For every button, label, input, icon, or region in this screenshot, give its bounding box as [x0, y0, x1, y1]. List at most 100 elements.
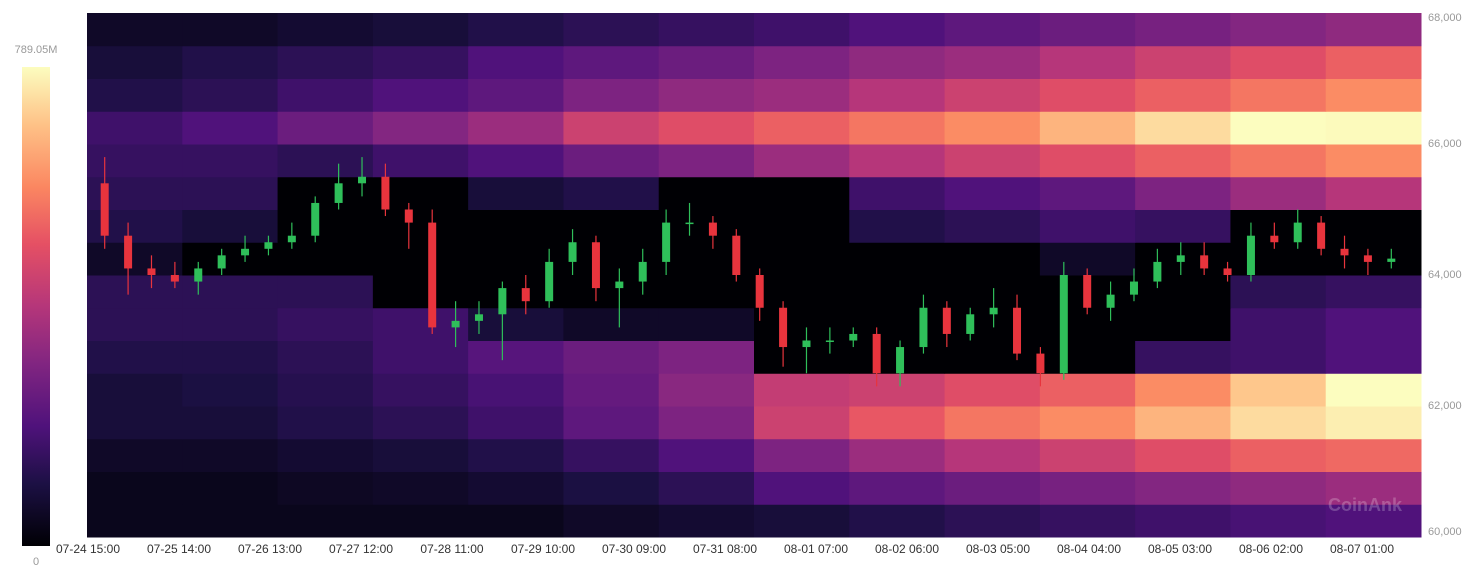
heat-cell — [182, 373, 279, 407]
heat-cell — [182, 13, 279, 47]
heat-cell — [754, 78, 850, 112]
heat-cell — [87, 45, 183, 79]
heat-cell — [1325, 242, 1422, 276]
heat-cell — [754, 438, 850, 472]
candle-body — [147, 268, 156, 275]
candle-body — [919, 307, 928, 348]
heat-cell — [87, 340, 183, 374]
y-tick-label: 64,000 — [1428, 269, 1462, 281]
heat-cell — [277, 340, 374, 374]
heat-cell — [658, 45, 755, 79]
heat-cell — [754, 45, 850, 79]
heat-cell — [1230, 13, 1327, 47]
candle-body — [194, 268, 203, 282]
heat-cell — [277, 78, 374, 112]
heat-cell — [944, 176, 1041, 210]
heat-cell — [372, 144, 469, 178]
heat-cell — [1039, 209, 1136, 243]
heat-cell — [754, 307, 850, 341]
heat-cell — [468, 471, 564, 505]
heat-cell — [1135, 307, 1231, 341]
candle-body — [311, 202, 320, 236]
heat-cell — [1325, 111, 1422, 145]
heat-cell — [849, 176, 946, 210]
heat-cell — [849, 471, 946, 505]
heat-cell — [658, 438, 755, 472]
heat-cell — [1325, 275, 1422, 309]
heat-cell — [849, 307, 946, 341]
heat-cell — [1230, 307, 1327, 341]
heat-cell — [1039, 176, 1136, 210]
candle-body — [1129, 281, 1138, 295]
heat-cell — [87, 13, 183, 47]
heat-cell — [468, 45, 564, 79]
heat-cell — [1230, 504, 1327, 538]
candle-body — [591, 242, 600, 289]
heat-cell — [1039, 340, 1136, 374]
heat-cell — [944, 438, 1041, 472]
heatmap — [87, 13, 1422, 538]
heat-cell — [1230, 373, 1327, 407]
heat-cell — [849, 373, 946, 407]
heat-cell — [1135, 209, 1231, 243]
heat-cell — [468, 504, 564, 538]
heat-cell — [468, 111, 564, 145]
heat-cell — [849, 406, 946, 440]
heat-cell — [658, 307, 755, 341]
candle-body — [1013, 307, 1022, 354]
heat-cell — [1230, 176, 1327, 210]
heat-cell — [563, 176, 660, 210]
candle-body — [1036, 353, 1045, 374]
heat-cell — [563, 438, 660, 472]
heat-cell — [277, 242, 374, 276]
candle-body — [287, 235, 296, 243]
heat-cell — [754, 504, 850, 538]
candle-body — [358, 176, 367, 184]
heat-cell — [372, 45, 469, 79]
candle-body — [638, 261, 647, 282]
heat-cell — [468, 144, 564, 178]
heat-cell — [658, 340, 755, 374]
candle-body — [124, 235, 133, 269]
x-tick-label: 07-28 11:00 — [420, 542, 483, 556]
x-tick-label: 07-29 10:00 — [511, 542, 575, 556]
x-tick-label: 08-03 05:00 — [966, 542, 1030, 556]
heat-cell — [849, 13, 946, 47]
heat-cell — [658, 504, 755, 538]
heat-cell — [1039, 13, 1136, 47]
heat-cell — [849, 242, 946, 276]
heat-cell — [754, 275, 850, 309]
heat-cell — [1325, 471, 1422, 505]
heat-cell — [754, 144, 850, 178]
colorbar — [22, 67, 50, 546]
x-tick-label: 07-26 13:00 — [238, 542, 302, 556]
heat-cell — [468, 307, 564, 341]
heat-cell — [277, 275, 374, 309]
heat-cell — [182, 144, 279, 178]
heat-cell — [563, 373, 660, 407]
heat-cell — [849, 438, 946, 472]
heat-cell — [1039, 504, 1136, 538]
candle-body — [1363, 255, 1372, 262]
heat-cell — [87, 373, 183, 407]
heat-cell — [1230, 275, 1327, 309]
x-tick-label: 08-04 04:00 — [1057, 542, 1121, 556]
heat-cell — [1325, 176, 1422, 210]
heat-cell — [658, 78, 755, 112]
heat-cell — [849, 78, 946, 112]
heat-cell — [944, 78, 1041, 112]
heat-cell — [1325, 209, 1422, 243]
heat-cell — [1325, 13, 1422, 47]
heat-cell — [1039, 78, 1136, 112]
heat-cell — [182, 406, 279, 440]
candle-body — [708, 222, 717, 236]
heat-cell — [372, 438, 469, 472]
heat-cell — [944, 144, 1041, 178]
heat-cell — [1135, 144, 1231, 178]
x-tick-label: 07-25 14:00 — [147, 542, 211, 556]
heat-cell — [563, 471, 660, 505]
y-tick-label: 62,000 — [1428, 400, 1462, 412]
heat-cell — [468, 340, 564, 374]
heat-cell — [658, 111, 755, 145]
